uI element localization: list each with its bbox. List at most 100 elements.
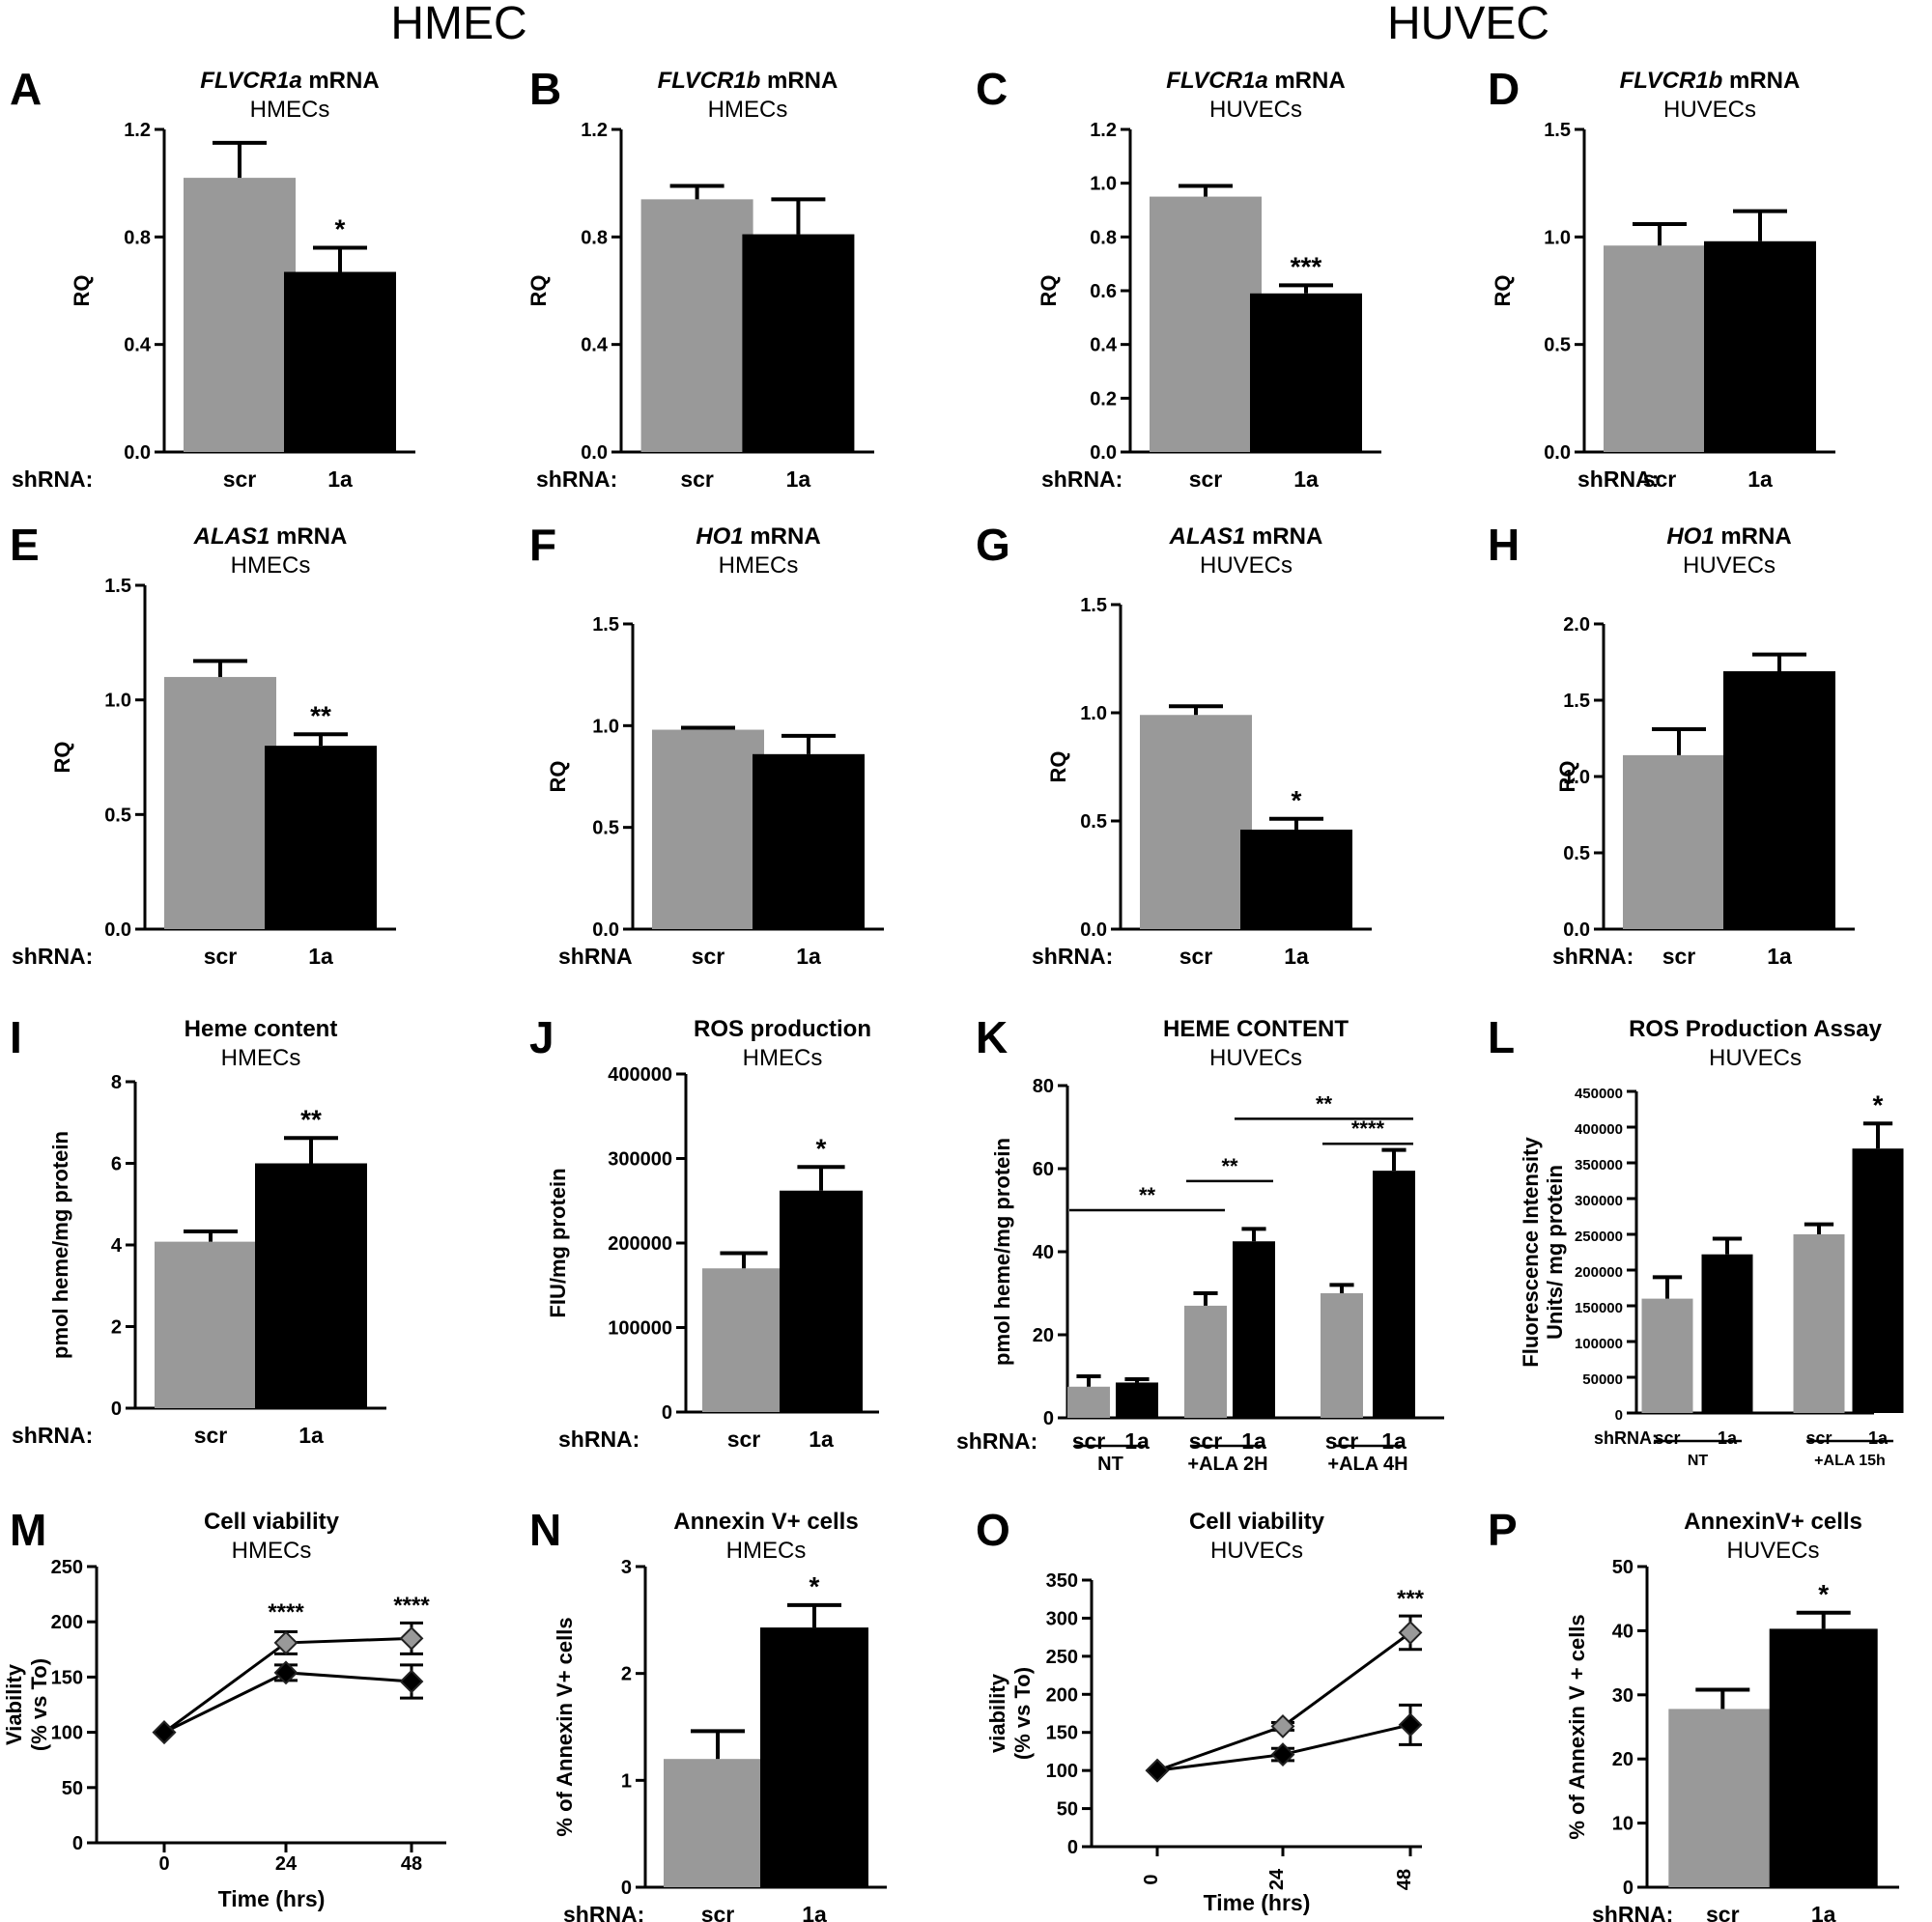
x-category-label: 1a [1124,1428,1150,1454]
y-axis-label: RQ [526,275,551,307]
significance-label: * [1873,1089,1884,1119]
y-tick-label: 0.6 [1090,281,1117,302]
y-tick-label: 0.0 [104,919,131,941]
y-tick-label: 0.0 [581,442,608,464]
y-tick-label: 100000 [1575,1336,1623,1352]
panel-label: N [529,1505,561,1555]
y-tick-label: 0.4 [1090,335,1118,356]
x-category-label: 1a [1284,944,1309,969]
y-tick-label: 300000 [608,1149,672,1171]
y-tick-label: 0.2 [1090,388,1117,410]
data-point-scr [273,1630,298,1655]
y-tick-label: 0.0 [1090,442,1117,464]
x-category-label: scr [1805,1428,1832,1448]
panel-label: E [10,520,40,570]
y-tick-label: 80 [1033,1076,1054,1097]
group-label: NT [1688,1453,1709,1469]
y-tick-label: 0 [662,1402,672,1424]
panel-b: B FLVCR1b mRNA HMECs 0.0 0.4 0.8 1.2 RQ scr 1a shR… [526,64,874,492]
x-category-label: 1a [1747,466,1773,492]
panel-label: F [529,520,556,570]
y-tick-label: 1.5 [1544,120,1571,141]
x-category-label: 1a [1381,1428,1406,1454]
y-tick-label: 150000 [1575,1300,1623,1316]
panel-l: L ROS Production Assay HUVECs 0 50000 100000 1… [1488,1012,1904,1469]
panel-label: C [976,64,1008,114]
shrna-label: shRNA: [1594,1428,1658,1448]
y-tick-label: 40 [1033,1242,1054,1263]
shrna-label: shRNA: [558,1427,639,1452]
bar-1a [1701,1254,1753,1413]
x-category-label: 1a [786,466,811,492]
data-point-1a [1145,1758,1170,1783]
panel-title-gene: AnnexinV+ cells [1684,1509,1862,1535]
panel-title: FLVCR1a mRNA [1166,68,1345,94]
y-tick-label: 1.0 [592,716,619,737]
x-category-label: scr [1654,1428,1680,1448]
y-tick-label: 0.0 [1080,919,1107,941]
panel-title: HO1 mRNA [696,523,820,550]
bar-1a [1240,829,1352,929]
y-tick-label: 1.2 [124,120,151,141]
y-tick-label: 50 [1612,1557,1634,1578]
panel-title-gene: ROS production [694,1016,871,1042]
panel-title: Heme content [185,1016,338,1042]
y-tick-label: 4 [111,1235,123,1257]
panel-subtitle: HMECs [232,1538,312,1564]
y-tick-label: 100000 [608,1318,672,1340]
y-tick-label: 3 [621,1557,632,1578]
bar-scr [1604,245,1716,452]
panel-title-suffix: mRNA [1715,523,1792,550]
panel-label: D [1488,64,1520,114]
y-tick-label: 0.0 [592,919,619,941]
shrna-label: shRNA: [1032,944,1113,969]
bar-scr [1067,1386,1110,1418]
x-category-label: scr [727,1427,761,1452]
group-label: +ALA 15h [1814,1453,1886,1469]
panel-label: L [1488,1012,1515,1062]
panel-j: J ROS production HMECs 0 100000 200000 300000 4… [529,1012,879,1452]
y-tick-label: 1.5 [1563,691,1590,712]
x-category-label: 1a [308,944,333,969]
y-tick-label: 60 [1033,1159,1054,1180]
panel-label: A [10,64,42,114]
panel-d: D FLVCR1b mRNA HUVECs 0.0 0.5 1.0 1.5 RQ scr 1a sh… [1488,64,1835,492]
y-tick-label: 1.0 [1090,174,1117,195]
panel-title: HO1 mRNA [1666,523,1791,550]
y-axis-label: % of Annexin V + cells [1565,1614,1589,1839]
x-tick-label: 24 [1266,1868,1288,1890]
y-tick-label: 2 [111,1317,122,1339]
y-tick-label: 350000 [1575,1157,1623,1173]
y-tick-label: 200000 [608,1233,672,1255]
huvec-header: HUVEC [1387,0,1549,49]
panel-title-gene: ALAS1 [1169,523,1246,550]
panel-title-gene: Cell viability [204,1509,340,1535]
x-tick-label: 0 [158,1853,169,1875]
x-axis-label: Time (hrs) [218,1886,326,1911]
y-tick-label: 1.5 [592,614,619,636]
y-axis-label: RQ [546,761,570,793]
bar-1a [760,1627,868,1887]
bar-1a [753,753,865,929]
panel-subtitle: HUVECs [1200,552,1293,579]
significance-label: *** [1397,1586,1425,1612]
panel-title-suffix: mRNA [302,68,380,94]
y-axis-label: RQ [70,275,94,307]
bar-scr [652,729,764,929]
panel-title: Cell viability [204,1509,340,1535]
panel-title-suffix: mRNA [1268,68,1346,94]
bar-1a [1373,1171,1415,1418]
panel-title-gene: HO1 [696,523,743,550]
bar-1a [742,234,855,452]
panel-title: HEME CONTENT [1163,1016,1349,1042]
panel-title: ALAS1 mRNA [1169,523,1323,550]
y-tick-label: 0.4 [581,335,609,356]
y-tick-label: 1.0 [1563,767,1590,788]
y-tick-label: 1.0 [104,691,131,712]
panel-i: I Heme content HMECs 0 2 4 6 8 pmol heme/mg prot… [10,1012,386,1448]
significance-label: * [1818,1579,1829,1609]
y-tick-label: 0 [1615,1407,1623,1424]
panel-label: I [10,1012,22,1062]
